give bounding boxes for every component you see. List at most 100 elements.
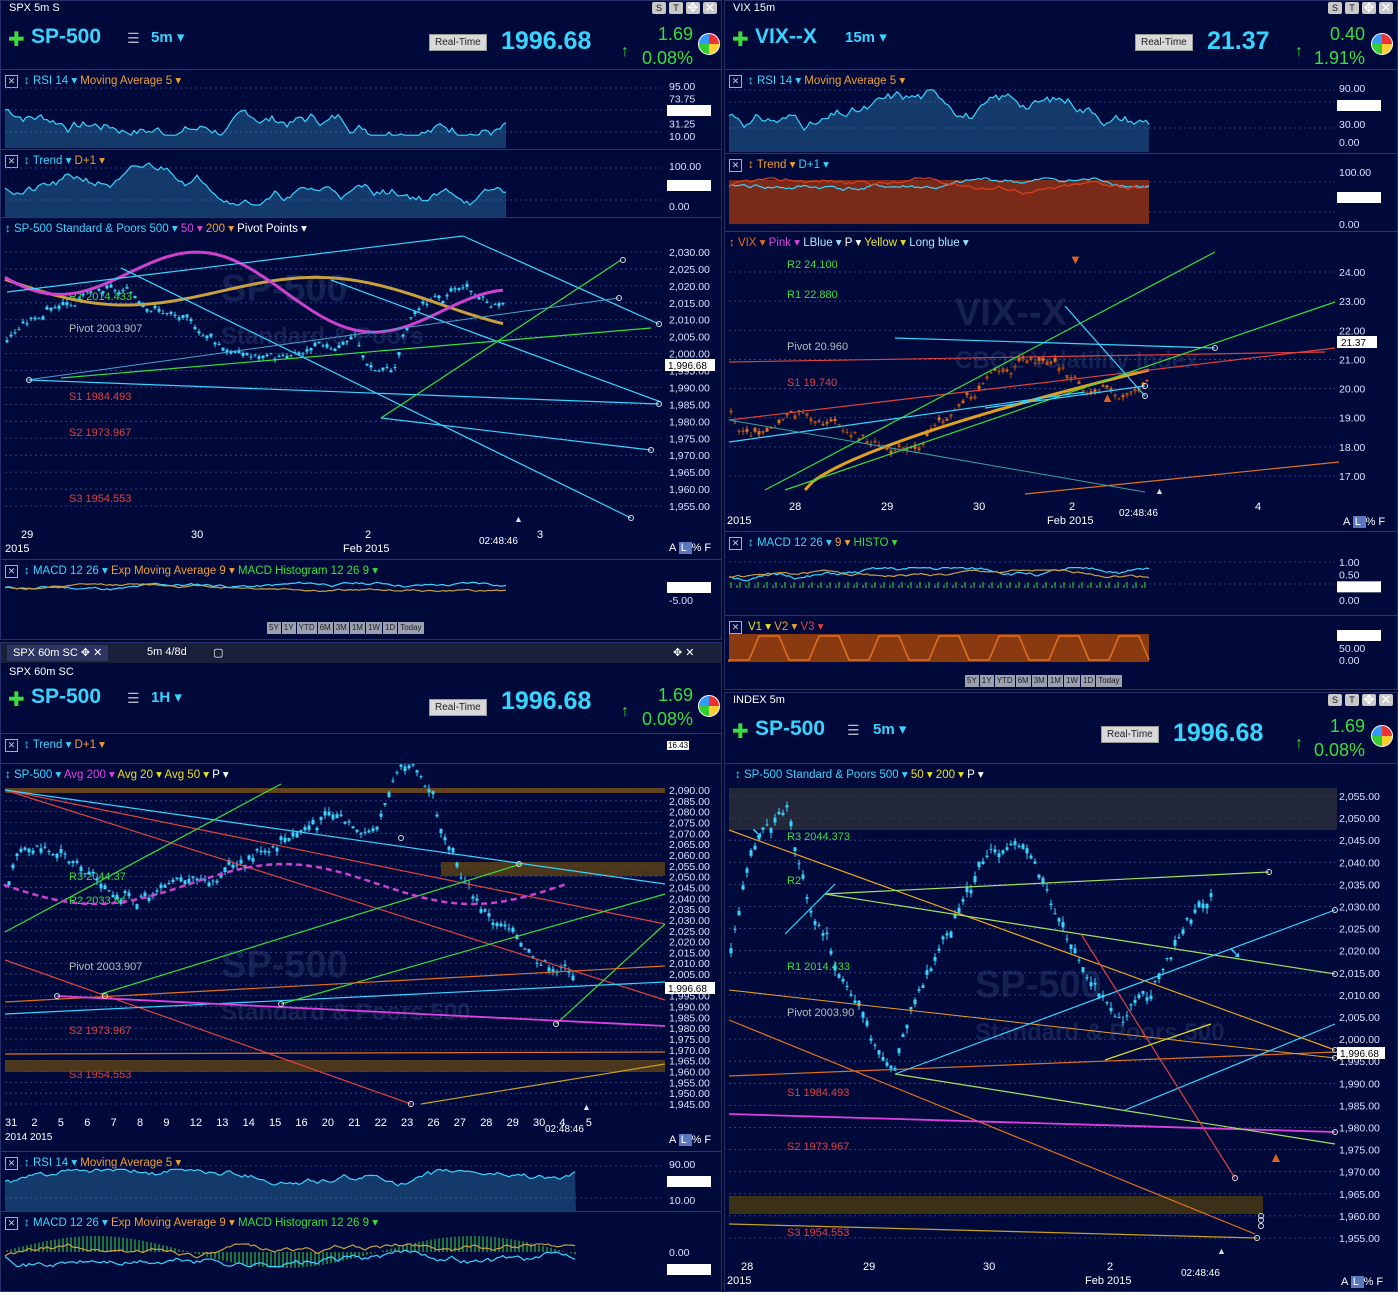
symbol-name[interactable]: SP-500: [31, 25, 102, 48]
range-1d[interactable]: 1D: [382, 622, 398, 634]
scale-f-button[interactable]: F: [1378, 516, 1386, 528]
toolbar-icon[interactable]: T: [669, 2, 683, 14]
legend-item[interactable]: Avg 200 ▾: [63, 769, 118, 781]
scale-pct-button[interactable]: %: [1363, 1276, 1377, 1288]
close-panel-icon[interactable]: ✕: [5, 565, 18, 578]
trend-d1-label[interactable]: D+1: [798, 159, 820, 171]
range-5y[interactable]: 5Y: [965, 675, 979, 687]
scale-pct-button[interactable]: %: [1365, 516, 1379, 528]
ma50-label[interactable]: 50: [180, 223, 194, 235]
price-chart[interactable]: R3 2044.373 R2 R1 2014.433 Pivot 2003.90 S1 …: [725, 764, 1398, 1292]
v1-label[interactable]: V1: [748, 621, 763, 633]
macd-hist-label[interactable]: HISTO: [853, 537, 889, 549]
scale-f-button[interactable]: F: [704, 1134, 712, 1146]
rsi-label[interactable]: ↕ RSI 14 ▾: [24, 75, 78, 87]
list-icon[interactable]: ☰: [127, 690, 140, 706]
interval-selector[interactable]: 5m ▾: [151, 29, 185, 46]
sync-icon[interactable]: S: [1328, 694, 1342, 706]
scale-mode-selector[interactable]: A L % F: [669, 1134, 711, 1146]
scale-pct-button[interactable]: %: [691, 542, 705, 554]
interval-selector[interactable]: 15m ▾: [845, 29, 887, 46]
scale-f-button[interactable]: F: [704, 542, 712, 554]
sync-icon[interactable]: S: [1328, 2, 1342, 14]
price-chart[interactable]: R1 2014.433 Pivot 2003.907 S1 1984.493 S2 1…: [1, 218, 722, 560]
move-icon[interactable]: ✥: [1362, 692, 1376, 707]
window-titlebar[interactable]: SPX 60m SC: [1, 665, 721, 681]
range-1w[interactable]: 1W: [1063, 675, 1080, 687]
color-wheel-icon[interactable]: [1371, 33, 1393, 55]
close-panel-icon[interactable]: ✕: [5, 739, 18, 752]
ma200-label[interactable]: 200: [205, 223, 225, 235]
range-1y[interactable]: 1Y: [979, 675, 994, 687]
window-title[interactable]: VIX 15m: [733, 2, 776, 14]
range-ytd[interactable]: YTD: [296, 622, 317, 634]
list-icon[interactable]: ☰: [127, 30, 140, 46]
legend-item[interactable]: P ▾: [844, 237, 865, 249]
range-1d[interactable]: 1D: [1080, 675, 1096, 687]
close-panel-icon[interactable]: ✕: [729, 75, 742, 88]
close-icon[interactable]: ✕: [1379, 0, 1393, 15]
scale-mode-selector[interactable]: A L % F: [669, 542, 711, 554]
range-today[interactable]: Today: [1096, 675, 1122, 687]
scale-f-button[interactable]: F: [1376, 1276, 1384, 1288]
window-title[interactable]: SPX 5m S: [9, 2, 60, 14]
window-title[interactable]: SPX 60m SC: [9, 666, 74, 678]
trend-label[interactable]: ↕ Trend ▾: [24, 155, 72, 167]
symbol-name[interactable]: SP-500: [31, 685, 102, 708]
legend-item[interactable]: LBlue ▾: [803, 237, 845, 249]
price-chart[interactable]: R2 24.100 R1 22.880 Pivot 20.960 S1 19.740 ▼…: [725, 232, 1398, 532]
legend-item[interactable]: 50 ▾: [910, 769, 936, 781]
range-3m[interactable]: 3M: [333, 622, 349, 634]
toolbar-icon[interactable]: T: [1345, 2, 1359, 14]
move-icon[interactable]: ✥ ✕: [673, 647, 695, 659]
toolbar-icon[interactable]: T: [1345, 694, 1359, 706]
interval-selector[interactable]: 5m ▾: [873, 721, 907, 738]
window-titlebar[interactable]: SPX 5m S S T ✥ ✕: [1, 1, 721, 17]
legend-item[interactable]: P ▾: [967, 769, 984, 781]
pivot-label[interactable]: Pivot Points: [237, 223, 298, 235]
v3-label[interactable]: V3: [800, 621, 815, 633]
trend-d1-label[interactable]: D+1: [74, 155, 96, 167]
scale-pct-button[interactable]: %: [691, 1134, 705, 1146]
symbol-name[interactable]: SP-500: [755, 717, 826, 740]
legend-item[interactable]: 200 ▾: [935, 769, 968, 781]
macd-ema-label[interactable]: Exp Moving Average 9: [110, 565, 226, 577]
add-icon[interactable]: ✚: [8, 689, 25, 711]
scale-l-button[interactable]: L: [1352, 516, 1366, 528]
rsi-ma-label[interactable]: Moving Average 5: [80, 75, 173, 87]
chart-legend[interactable]: ↕ VIX ▾ Pink ▾ LBlue ▾ P ▾ Yellow ▾ Long…: [729, 235, 969, 249]
trend-d1-label[interactable]: D+1: [74, 739, 96, 751]
new-tab-icon[interactable]: ▢: [213, 647, 224, 659]
macd-signal-label[interactable]: 9: [834, 537, 842, 549]
scale-mode-selector[interactable]: A L % F: [1343, 516, 1385, 528]
color-wheel-icon[interactable]: [1371, 725, 1393, 747]
interval-selector[interactable]: 1H ▾: [151, 689, 182, 706]
rsi-ma-label[interactable]: Moving Average 5: [804, 75, 897, 87]
range-selector[interactable]: 5Y 1Y YTD 6M 3M 1M 1W 1D Today: [267, 622, 424, 634]
add-icon[interactable]: ✚: [8, 29, 25, 51]
range-1y[interactable]: 1Y: [281, 622, 296, 634]
move-icon[interactable]: ✥: [686, 0, 700, 15]
legend-item[interactable]: Avg 20 ▾: [117, 769, 165, 781]
scale-a-button[interactable]: A: [1343, 516, 1353, 528]
close-panel-icon[interactable]: ✕: [729, 159, 742, 172]
macd-hist-label[interactable]: MACD Histogram 12 26 9: [238, 565, 370, 577]
close-panel-icon[interactable]: ✕: [729, 537, 742, 550]
range-1m[interactable]: 1M: [349, 622, 365, 634]
range-3m[interactable]: 3M: [1031, 675, 1047, 687]
macd-label[interactable]: ↕ MACD 12 26 ▾: [748, 537, 832, 549]
range-1m[interactable]: 1M: [1047, 675, 1063, 687]
scale-a-button[interactable]: A: [669, 542, 679, 554]
scale-a-button[interactable]: A: [1341, 1276, 1351, 1288]
range-selector[interactable]: 5Y 1Y YTD 6M 3M 1M 1W 1D Today: [965, 675, 1122, 687]
legend-item[interactable]: ↕ VIX ▾: [729, 237, 769, 249]
legend-item[interactable]: Avg 50 ▾: [164, 769, 213, 781]
close-panel-icon[interactable]: ✕: [5, 1217, 18, 1230]
add-icon[interactable]: ✚: [732, 721, 749, 743]
close-icon[interactable]: ✕: [703, 0, 717, 15]
scale-mode-selector[interactable]: A L % F: [1341, 1276, 1383, 1288]
legend-item[interactable]: Pink ▾: [768, 237, 804, 249]
chart-legend[interactable]: ↕ SP-500 ▾ Avg 200 ▾ Avg 20 ▾ Avg 50 ▾ P…: [5, 767, 229, 781]
move-icon[interactable]: ✥: [1362, 0, 1376, 15]
